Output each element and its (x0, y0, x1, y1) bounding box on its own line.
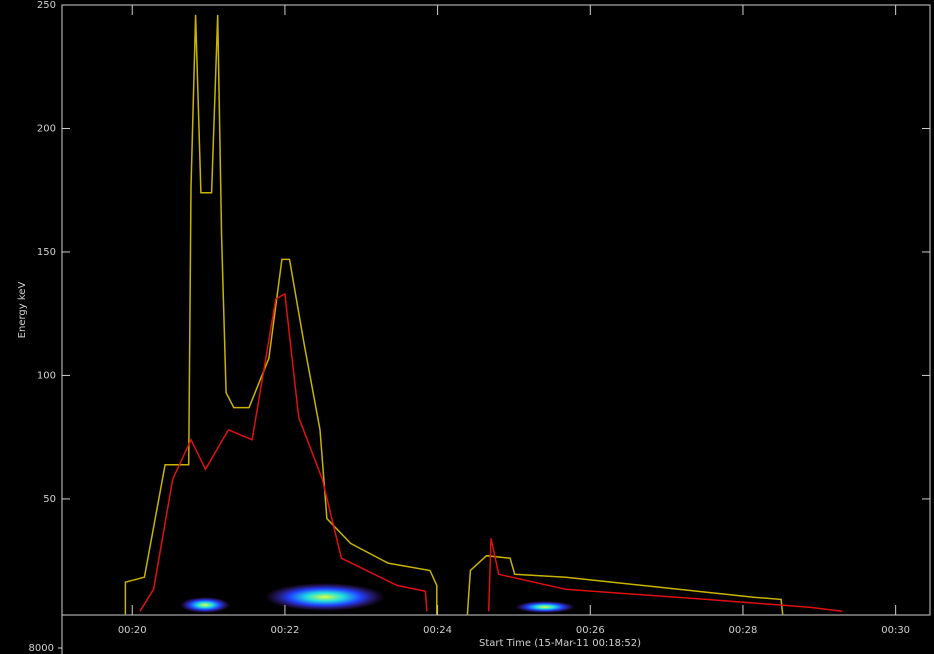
x-axis-label: Start Time (15-Mar-11 00:18:52) (479, 638, 641, 649)
contour-line (124, 14, 784, 615)
lower-axis-label: 8000 (29, 643, 54, 654)
hotspot (515, 601, 575, 613)
x-tick-label: 00:30 (881, 625, 910, 636)
y-axis-label: Energy keV (17, 282, 28, 339)
x-tick-label: 00:22 (271, 625, 300, 636)
y-tick-label: 50 (43, 494, 56, 505)
x-tick-label: 00:26 (576, 625, 605, 636)
y-tick-label: 150 (37, 247, 56, 258)
x-tick-label: 00:20 (118, 625, 147, 636)
x-tick-label: 00:28 (729, 625, 758, 636)
x-tick-label: 00:24 (423, 625, 452, 636)
plot-frame (61, 4, 931, 616)
hotspot (265, 583, 385, 611)
y-tick-label: 250 (37, 0, 56, 11)
y-tick-label: 100 (37, 370, 56, 381)
y-tick-label: 200 (37, 123, 56, 134)
contour-line (139, 292, 843, 613)
hotspot (180, 597, 230, 613)
